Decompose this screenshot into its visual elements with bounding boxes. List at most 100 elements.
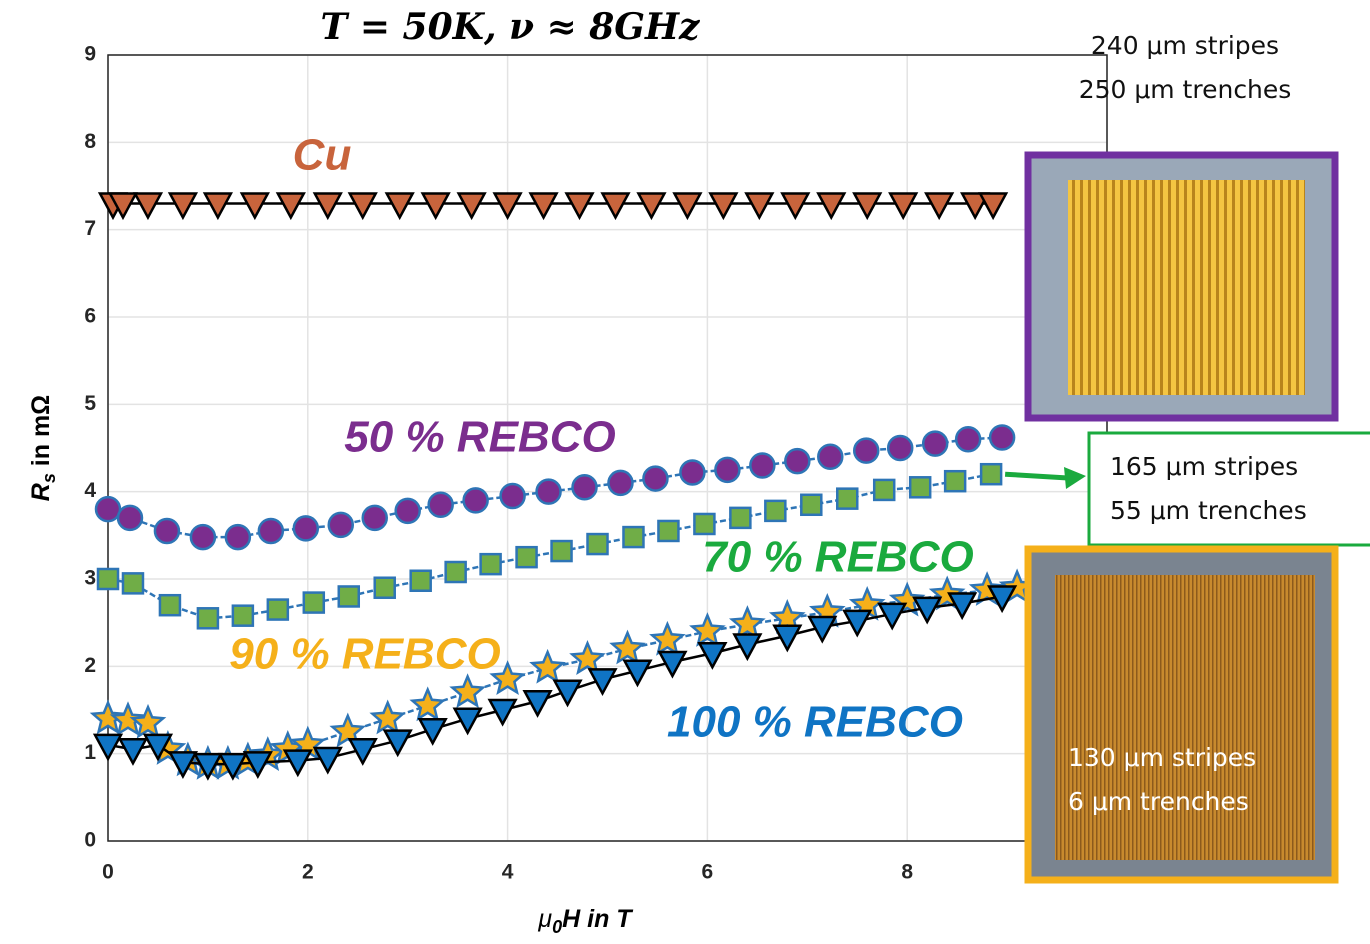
arrow — [1004, 471, 1069, 481]
marker — [836, 487, 859, 510]
marker — [153, 517, 181, 545]
marker — [167, 751, 199, 780]
marker — [622, 659, 653, 688]
marker — [449, 673, 486, 709]
marker — [217, 752, 248, 781]
marker — [842, 609, 873, 638]
y-tick-label: 3 — [84, 567, 96, 590]
inset-caption: 130 μm stripes — [1068, 743, 1256, 772]
marker — [327, 511, 355, 539]
marker — [382, 729, 413, 758]
marker — [522, 690, 553, 718]
marker — [908, 476, 932, 499]
marker — [988, 424, 1016, 451]
marker — [132, 192, 164, 221]
marker — [924, 192, 955, 221]
marker — [943, 469, 967, 493]
marker — [649, 620, 686, 656]
marker — [764, 499, 787, 523]
marker — [921, 430, 949, 457]
marker — [394, 497, 421, 525]
marker — [784, 447, 811, 475]
marker — [107, 192, 139, 221]
marker — [266, 598, 290, 621]
marker — [817, 443, 844, 470]
marker — [369, 699, 406, 735]
marker — [877, 602, 908, 631]
marker — [347, 192, 378, 221]
inset-caption: 240 μm stripes — [1091, 31, 1279, 60]
marker — [947, 592, 978, 621]
series-annotation: 70 % REBCO — [702, 533, 973, 582]
marker — [409, 686, 446, 722]
marker — [535, 478, 562, 505]
marker — [642, 465, 669, 492]
marker — [257, 517, 285, 545]
series-annotation: Cu — [293, 131, 352, 180]
marker — [886, 434, 914, 462]
marker — [693, 512, 716, 536]
marker — [569, 640, 606, 675]
insets: 240 μm stripes 250 μm trenches 165 μm st… — [1024, 31, 1370, 884]
inset-caption: 6 μm trenches — [1068, 787, 1249, 816]
marker — [672, 192, 703, 221]
marker — [420, 192, 451, 221]
y-tick-label: 6 — [84, 305, 96, 328]
marker — [167, 192, 199, 221]
marker — [550, 539, 573, 563]
series-annotation: 50 % REBCO — [344, 413, 615, 462]
marker — [275, 192, 306, 221]
y-label-main: R — [27, 483, 55, 501]
y-tick-label: 2 — [84, 654, 96, 677]
marker — [384, 192, 415, 221]
marker — [462, 487, 489, 514]
marker — [552, 679, 583, 708]
inset-caption: 165 μm stripes — [1110, 452, 1298, 481]
y-tick-label: 9 — [84, 43, 96, 66]
marker — [312, 192, 343, 221]
marker — [427, 491, 454, 519]
marker — [302, 591, 326, 614]
marker — [714, 456, 741, 484]
inset-caption: 55 μm trenches — [1110, 496, 1307, 525]
marker — [587, 668, 618, 697]
marker — [417, 717, 448, 746]
marker — [89, 699, 127, 735]
marker — [609, 629, 646, 665]
marker — [202, 192, 233, 221]
marker — [116, 504, 144, 532]
marker — [780, 192, 811, 221]
y-tick-label: 0 — [84, 829, 96, 852]
marker — [772, 624, 803, 653]
marker — [708, 192, 739, 221]
marker — [373, 576, 396, 599]
marker — [564, 192, 595, 221]
x-label-sub: 0 — [552, 917, 562, 937]
arrow-head — [1064, 467, 1086, 489]
x-tick-label: 6 — [702, 861, 714, 884]
marker — [361, 504, 388, 532]
marker — [456, 192, 487, 221]
marker — [312, 746, 343, 775]
marker — [347, 738, 378, 766]
marker — [158, 593, 182, 617]
x-label-mu: μ — [537, 905, 552, 933]
y-tick-label: 4 — [84, 479, 96, 502]
marker — [586, 532, 609, 556]
marker — [487, 698, 518, 727]
marker — [117, 738, 149, 766]
series-annotation: 90 % REBCO — [229, 630, 500, 679]
y-tick-label: 7 — [84, 217, 96, 240]
marker — [489, 660, 526, 696]
marker — [242, 751, 273, 780]
marker — [729, 506, 752, 530]
inset-box — [1087, 431, 1370, 547]
marker — [912, 596, 943, 625]
marker — [528, 192, 559, 221]
marker — [239, 192, 270, 221]
marker — [979, 462, 1003, 486]
x-tick-label: 8 — [901, 861, 913, 884]
marker — [224, 523, 252, 551]
marker — [987, 585, 1018, 614]
